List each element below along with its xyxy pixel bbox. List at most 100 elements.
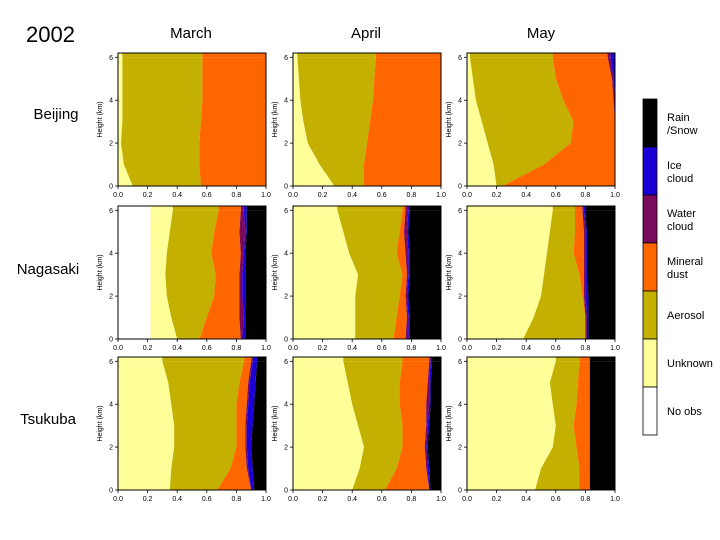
area-water-cloud [245,361,253,490]
x-tick-label: 0.2 [492,496,502,503]
area-top-mineral-dust [375,53,441,58]
x-tick-label: 0.4 [347,192,357,199]
y-axis-label: Height (km) [446,405,453,441]
legend-swatch-no-obs [642,386,658,436]
area-mineral-dust [217,361,252,490]
x-tick-label: 0.6 [551,192,561,199]
x-tick-label: 0.4 [521,496,531,503]
y-tick-label: 0 [458,184,462,191]
area-top-rain-snow [589,357,615,362]
legend-item-aerosol: Aerosol [642,290,704,340]
x-tick-label: 0.4 [172,192,182,199]
area-top-unknown [150,206,173,211]
y-tick-label: 4 [284,98,288,105]
area-top-rain-snow [432,357,441,362]
y-axis-label: Height (km) [446,254,453,290]
area-top-ice-cloud [243,206,247,211]
area-top-water-cloud [429,357,431,362]
x-tick-label: 0.6 [551,496,561,503]
x-tick-label: 0.2 [492,345,502,352]
area-mineral-dust [573,210,586,339]
x-tick-label: 0.0 [288,192,298,199]
area-top-water-cloud [251,357,253,362]
area-top-unknown [118,357,163,362]
y-tick-label: 0 [109,488,113,495]
area-top-rain-snow [257,357,266,362]
panel-beijing-april: 0.0 0.2 0.4 0.6 0.8 1.0 0 2 4 6 Height (km) [272,52,446,199]
x-tick-label: 0.8 [407,496,417,503]
area-top-aerosol [555,357,580,362]
legend-label-line2: /Snow [667,125,698,137]
area-top-unknown [467,206,553,211]
area-top-aerosol [122,53,203,58]
area-rain-snow [589,361,615,490]
area-aerosol [165,210,219,339]
legend: Rain/SnowIcecloudWatercloudMineraldustAe… [642,98,713,436]
panel-frame [466,52,616,187]
area-aerosol [535,361,580,490]
y-tick-label: 2 [284,141,288,148]
legend-label: Aerosol [667,310,704,322]
legend-label-line1: Mineral [667,256,703,268]
panel-frame [292,52,442,187]
x-tick-label: 0.2 [318,345,328,352]
y-axis-label: Height (km) [446,101,453,137]
area-aerosol [121,57,203,186]
x-tick-label: 0.0 [288,345,298,352]
panel-tsukuba-april: 0.0 0.2 0.4 0.6 0.8 1.0 0 2 4 6 Height (km) [272,356,446,503]
y-tick-label: 0 [109,184,113,191]
y-tick-label: 6 [109,55,113,62]
panel-tsukuba-may: 0.0 0.2 0.4 0.6 0.8 1.0 0 2 4 6 Height (km) [446,356,620,503]
area-top-unknown [118,53,123,58]
y-tick-label: 0 [284,488,288,495]
area-ice-cloud [246,361,258,490]
month-label-april: April [351,25,381,42]
y-tick-label: 6 [458,55,462,62]
area-water-cloud [607,57,615,186]
y-axis-label: Height (km) [272,405,279,441]
panel-frame [117,356,267,491]
area-unknown [467,57,497,186]
x-tick-label: 0.8 [407,192,417,199]
x-tick-label: 0.0 [113,345,123,352]
y-tick-label: 2 [109,294,113,301]
month-label-may: May [527,25,556,42]
legend-label-line2: cloud [667,221,693,233]
x-tick-label: 0.0 [462,345,472,352]
x-tick-label: 1.0 [610,496,620,503]
x-tick-label: 0.6 [202,345,212,352]
y-tick-label: 0 [109,337,113,344]
y-tick-label: 0 [284,184,288,191]
legend-swatch-unknown [642,338,658,388]
legend-label: Unknown [667,358,713,370]
area-unknown [293,57,335,186]
area-unknown [293,361,364,490]
area-water-cloud [424,361,431,490]
legend-item-unknown: Unknown [642,338,713,388]
x-tick-label: 0.2 [143,345,153,352]
area-mineral-dust [502,57,615,186]
legend-label-line1: Rain [667,112,690,124]
x-tick-label: 0.4 [172,496,182,503]
area-top-mineral-dust [552,53,608,58]
area-unknown [150,210,178,339]
area-top-mineral-dust [579,357,590,362]
x-tick-label: 0.8 [581,345,591,352]
area-top-mineral-dust [218,206,241,211]
panel-nagasaki-march: 0.0 0.2 0.4 0.6 0.8 1.0 0 2 4 6 Height (km) [97,205,271,352]
area-water-cloud [404,210,409,339]
area-top-unknown [293,357,344,362]
area-mineral-dust [364,57,441,186]
y-tick-label: 6 [284,55,288,62]
x-tick-label: 1.0 [261,345,271,352]
area-top-aerosol [297,53,376,58]
area-top-rain-snow [585,206,615,211]
x-tick-label: 0.6 [551,345,561,352]
y-tick-label: 2 [284,294,288,301]
area-top-unknown [293,206,338,211]
area-ice-cloud [426,361,433,490]
area-mineral-dust [393,210,407,339]
area-rain-snow [585,210,615,339]
